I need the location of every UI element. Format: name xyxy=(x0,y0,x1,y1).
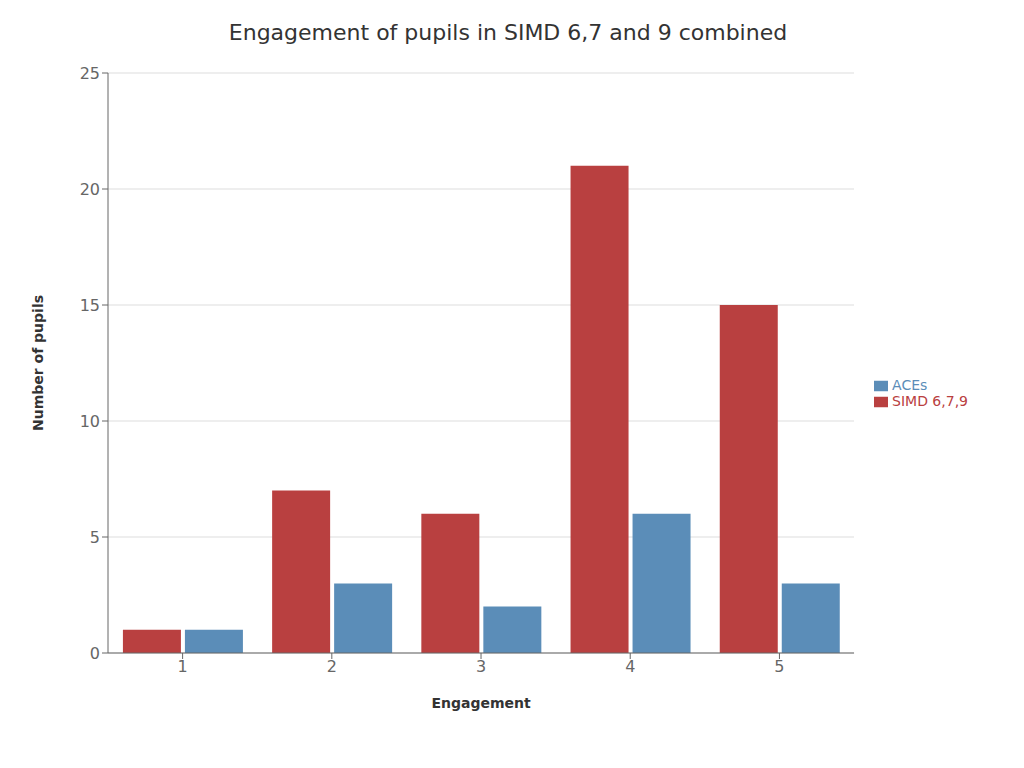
html-text:ACEs: ACEs xyxy=(892,377,928,393)
svg-text:5: 5 xyxy=(774,657,784,676)
svg-text:25: 25 xyxy=(80,64,100,83)
svg-text:5: 5 xyxy=(90,528,100,547)
svg-text:15: 15 xyxy=(80,296,100,315)
svg-text:2: 2 xyxy=(327,657,337,676)
svg-text:Engagement: Engagement xyxy=(431,695,531,711)
html-text:Engagement of pupils in SIMD 6: Engagement of pupils in SIMD 6,7 and 9 c… xyxy=(228,20,788,45)
svg-text:4: 4 xyxy=(625,657,635,676)
svg-text:Number of pupils: Number of pupils xyxy=(30,295,46,431)
svg-text:10: 10 xyxy=(80,412,100,431)
html-text:SIMD 6,7,9: SIMD 6,7,9 xyxy=(892,393,968,409)
svg-text:20: 20 xyxy=(80,180,100,199)
svg-text:3: 3 xyxy=(476,657,486,676)
svg-text:0: 0 xyxy=(90,644,100,663)
svg-text:1: 1 xyxy=(178,657,188,676)
